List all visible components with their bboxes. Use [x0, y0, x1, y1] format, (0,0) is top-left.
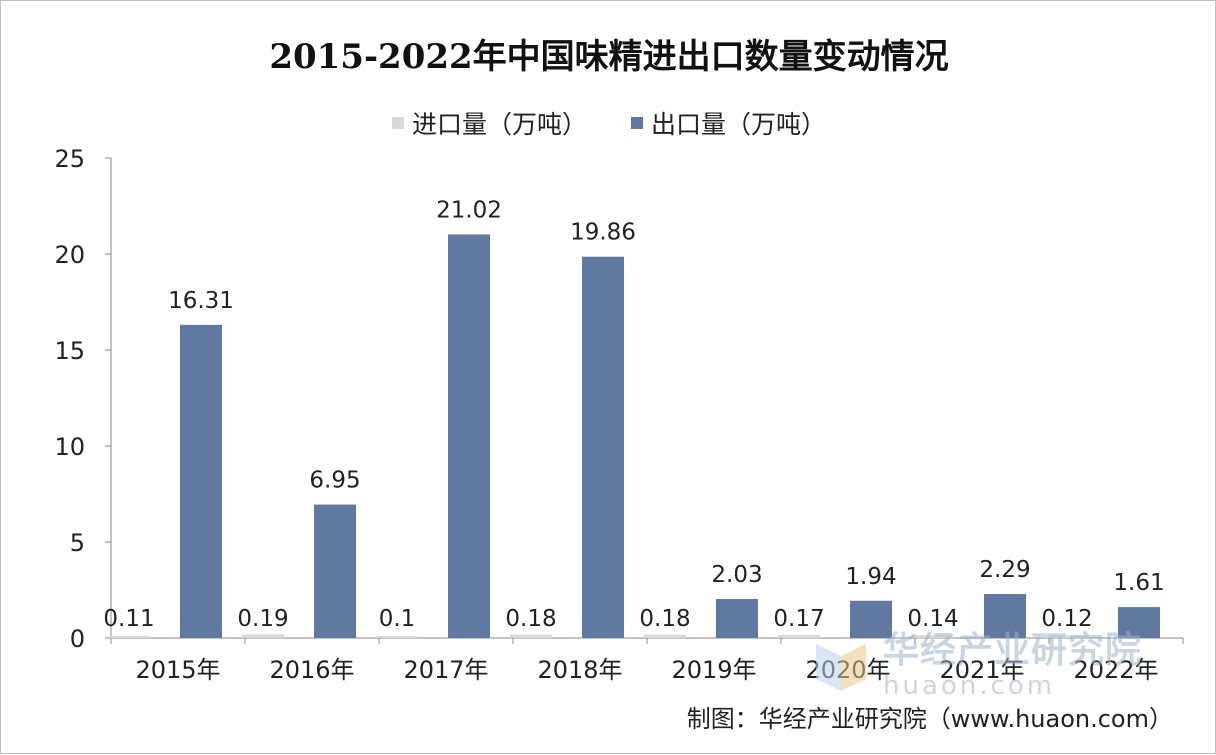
x-tick-label: 2021年: [939, 656, 1024, 684]
bar-import: [778, 634, 820, 638]
y-tick-label: 25: [54, 145, 85, 173]
legend-swatch-export: [630, 117, 643, 129]
data-label-import: 0.12: [1041, 606, 1092, 632]
data-label-import: 0.18: [639, 606, 690, 632]
legend-swatch-import: [392, 117, 404, 129]
legend-label-import: 进口量（万吨）: [412, 110, 588, 139]
legend-item-export: 出口量（万吨）: [630, 105, 826, 141]
data-label-import: 0.19: [237, 606, 288, 632]
y-tick-label: 15: [54, 337, 85, 365]
data-label-import: 0.18: [505, 606, 556, 632]
bar-export: [314, 504, 356, 638]
bar-export: [448, 234, 490, 638]
y-tick-label: 20: [54, 241, 85, 269]
x-tick-label: 2017年: [403, 656, 488, 684]
data-label-import: 0.1: [379, 606, 416, 632]
y-tick-label: 10: [54, 433, 85, 461]
bar-import: [644, 634, 686, 638]
legend-label-export: 出口量（万吨）: [650, 110, 826, 139]
legend-item-import: 进口量（万吨）: [392, 105, 587, 141]
bar-export: [716, 599, 758, 638]
bar-export: [1118, 607, 1160, 638]
source-note: 制图：华经产业研究院（www.huaon.com）: [686, 705, 1173, 733]
bar-import: [1046, 635, 1088, 638]
data-label-export: 1.94: [845, 564, 896, 590]
bar-export: [180, 324, 222, 638]
x-tick-label: 2015年: [135, 656, 220, 684]
bar-import: [912, 635, 954, 638]
data-label-import: 0.14: [907, 606, 958, 632]
data-label-export: 16.31: [168, 288, 234, 314]
y-tick-label: 5: [70, 529, 85, 557]
legend: 进口量（万吨） 出口量（万吨）: [1, 105, 1216, 141]
bar-import: [242, 634, 284, 638]
bar-export: [582, 256, 624, 638]
chart-title: 2015-2022年中国味精进出口数量变动情况: [269, 37, 949, 77]
data-label-import: 0.17: [773, 606, 824, 632]
x-tick-label: 2016年: [269, 656, 354, 684]
data-label-export: 1.61: [1113, 570, 1164, 596]
x-tick-label: 2020年: [805, 656, 890, 684]
data-label-import: 0.11: [103, 606, 154, 632]
data-label-export: 21.02: [436, 197, 502, 223]
x-tick-label: 2019年: [671, 656, 756, 684]
bar-export: [984, 594, 1026, 638]
data-label-export: 19.86: [570, 220, 636, 246]
bar-import: [376, 636, 418, 638]
bar-import: [510, 634, 552, 638]
data-label-export: 2.03: [711, 562, 762, 588]
bar-export: [850, 600, 892, 638]
data-label-export: 6.95: [309, 468, 360, 494]
y-tick-label: 0: [70, 625, 85, 653]
data-label-export: 2.29: [979, 557, 1030, 583]
x-tick-label: 2018年: [537, 656, 622, 684]
bar-import: [108, 635, 150, 638]
x-tick-label: 2022年: [1073, 656, 1158, 684]
